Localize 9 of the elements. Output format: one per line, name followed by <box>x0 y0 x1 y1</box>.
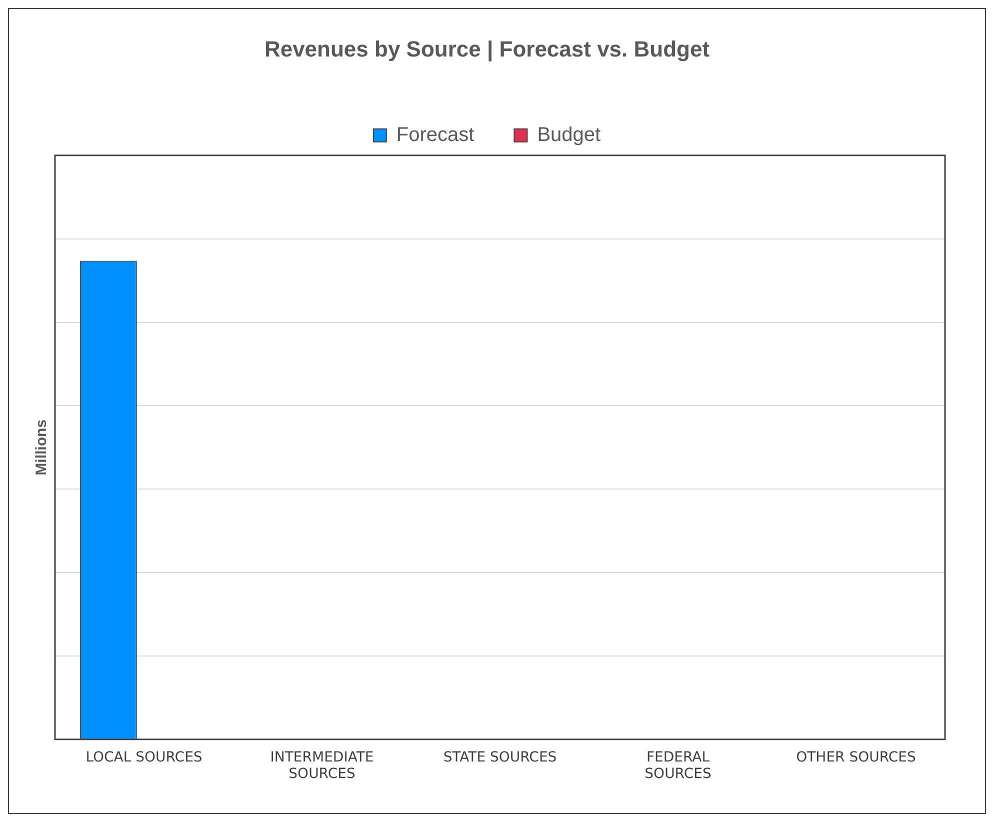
x-tick-label: FEDERAL SOURCES <box>644 749 712 782</box>
x-tick-label: STATE SOURCES <box>443 749 557 766</box>
y-axis-title: Millions <box>33 419 50 476</box>
legend-label: Forecast <box>396 124 475 146</box>
chart-title: Revenues by Source | Forecast vs. Budget <box>264 36 710 62</box>
x-tick-label: INTERMEDIATE SOURCES <box>270 749 374 782</box>
legend-label: Budget <box>537 124 602 146</box>
x-tick-label: LOCAL SOURCES <box>86 749 202 766</box>
x-tick-label: OTHER SOURCES <box>796 749 916 766</box>
